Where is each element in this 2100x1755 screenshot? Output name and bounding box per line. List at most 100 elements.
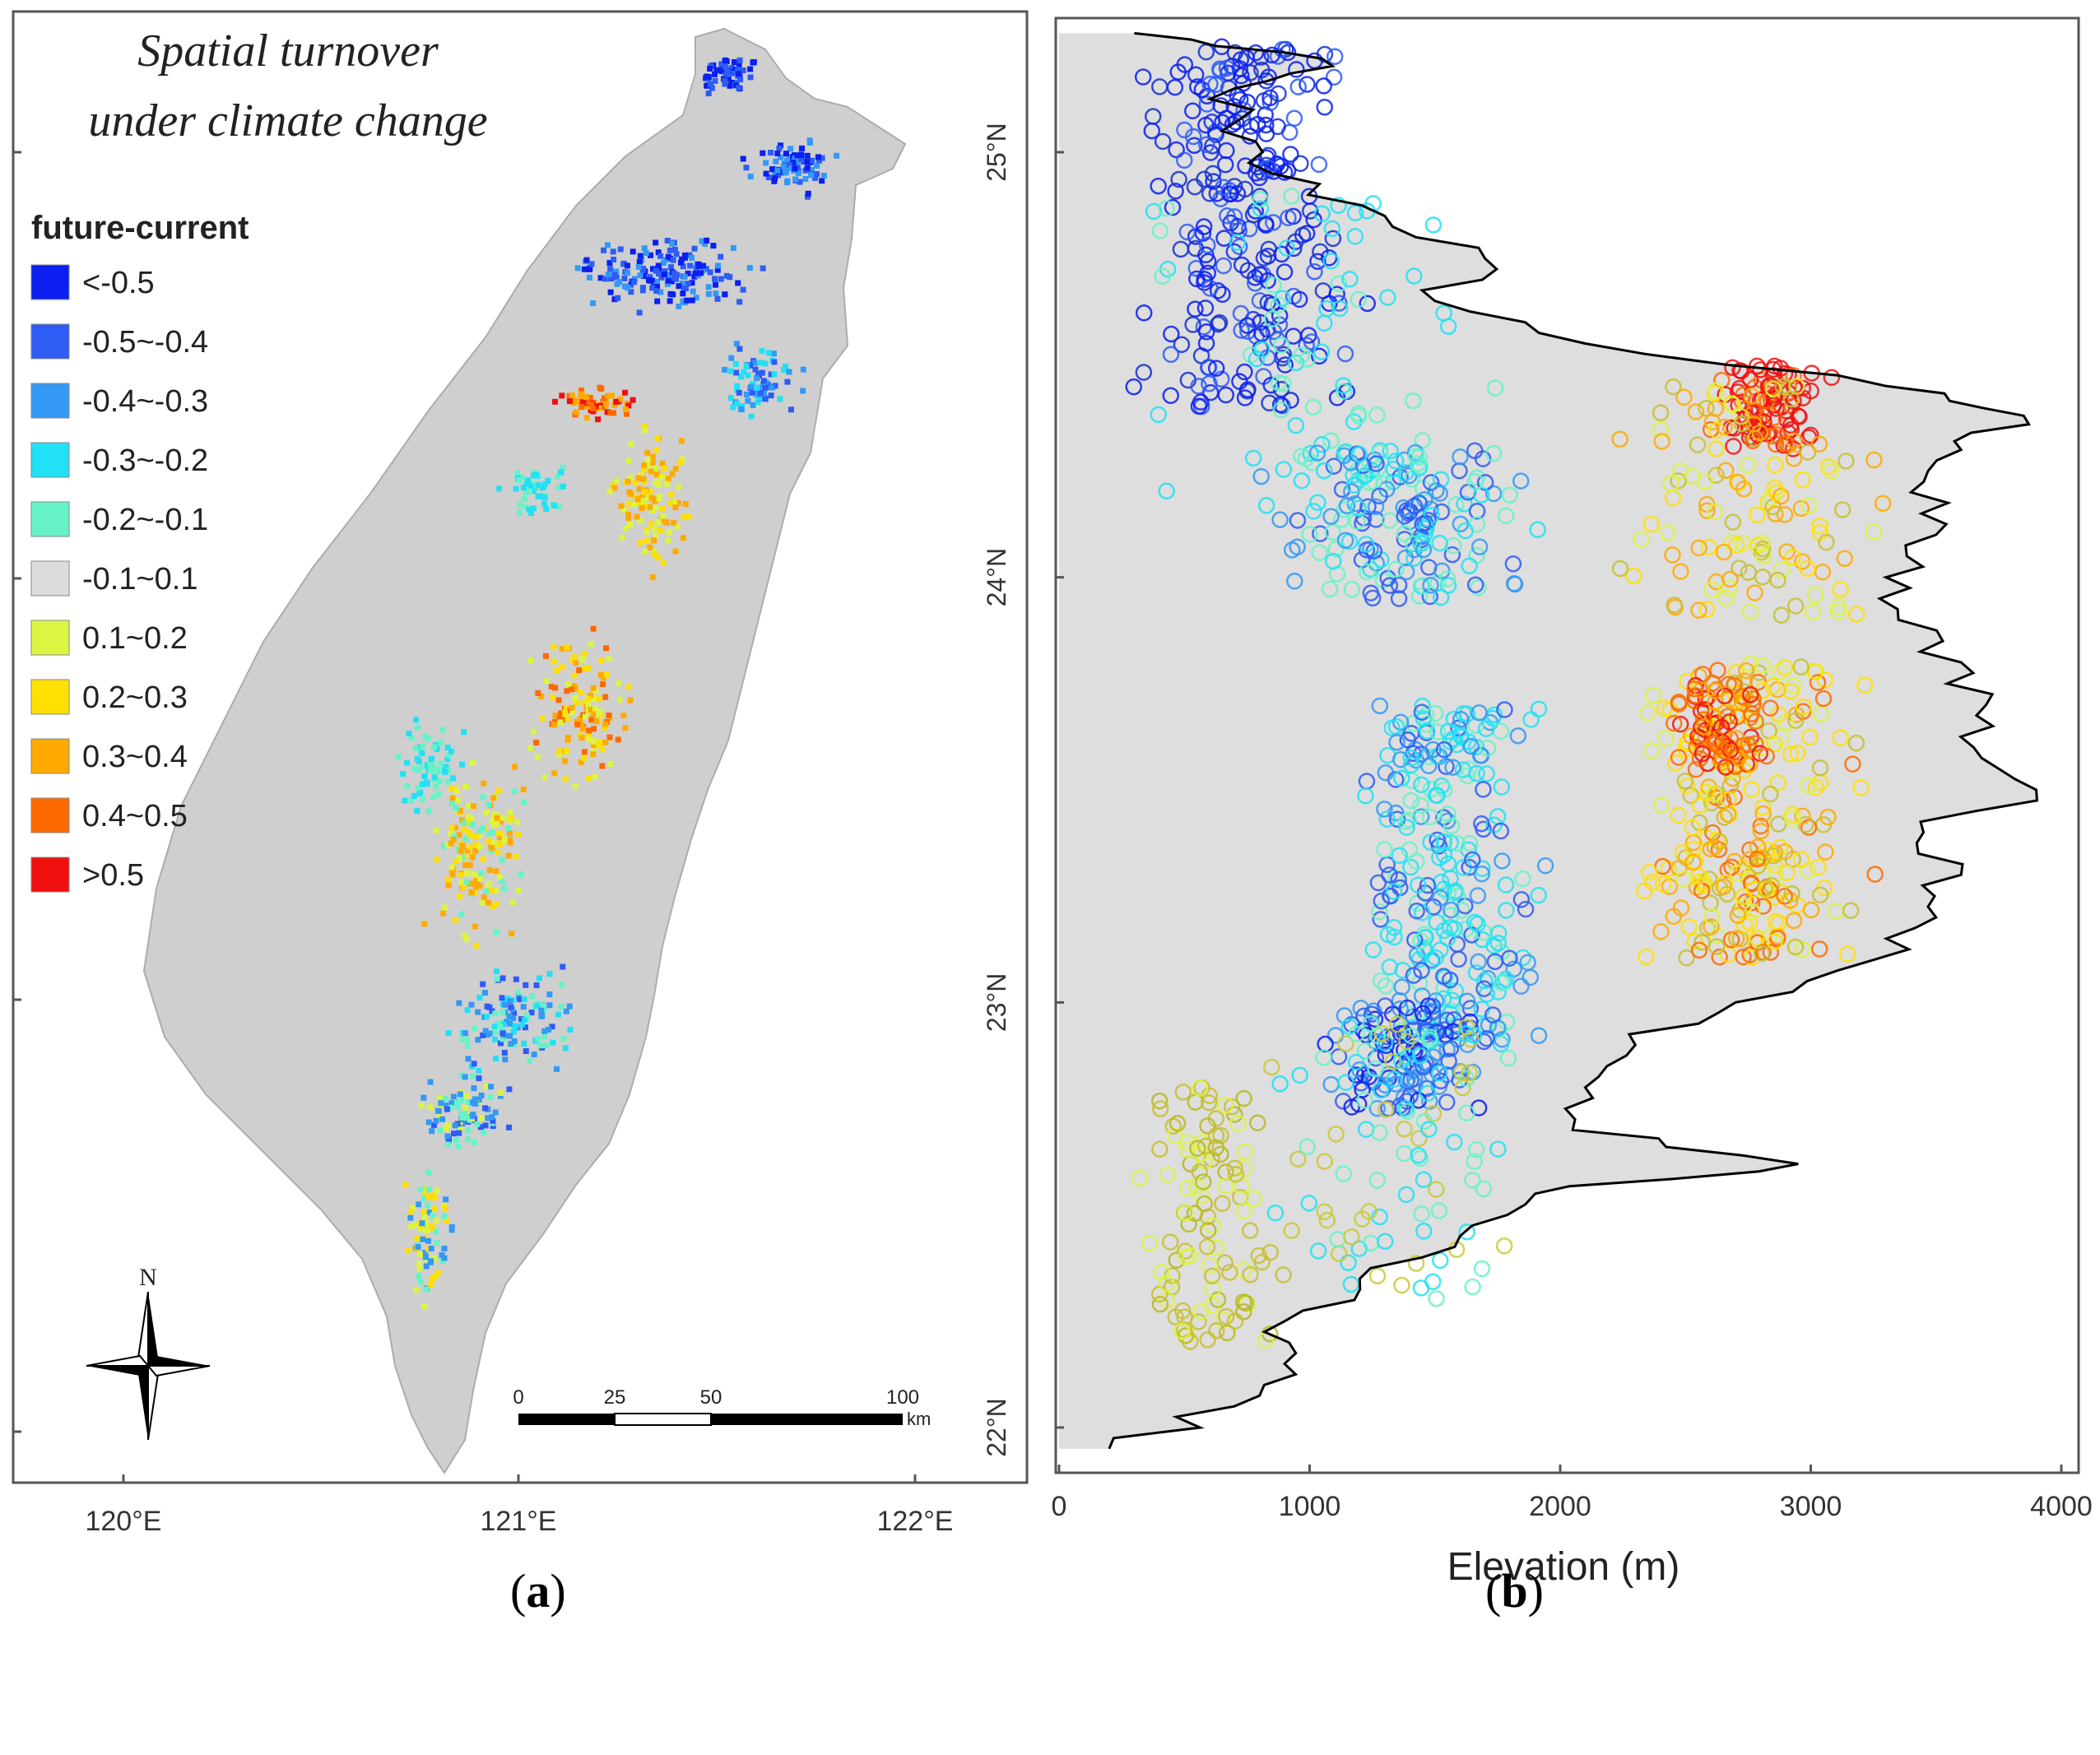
map-dot [773, 158, 779, 165]
map-dot [518, 1021, 525, 1028]
scatter-point [1676, 773, 1694, 790]
map-dot [621, 275, 628, 281]
map-dot [476, 843, 483, 850]
scatter-point [1426, 704, 1444, 722]
map-dot [414, 755, 420, 762]
map-dot [736, 71, 742, 77]
scatter-point [1196, 170, 1213, 188]
map-dot [520, 786, 527, 792]
map-dot [490, 821, 497, 828]
map-dot [590, 405, 597, 411]
map-dot [736, 346, 743, 352]
map-dot [423, 1219, 430, 1226]
map-dot [583, 257, 590, 263]
scatter-point [1410, 587, 1429, 605]
map-dot [423, 1286, 430, 1293]
map-dot [458, 1098, 465, 1104]
map-dot [497, 1089, 504, 1096]
map-dot [743, 391, 750, 397]
map-dot [661, 272, 667, 278]
scatter-point [1345, 413, 1363, 430]
map-dot [787, 154, 793, 160]
scatter-point [1874, 494, 1892, 512]
map-dot [439, 1116, 446, 1122]
scatter-point [1800, 497, 1818, 514]
scatter-point [1696, 472, 1714, 490]
map-dot [635, 499, 642, 505]
scatter-point [1381, 577, 1399, 594]
scatter-point [1396, 525, 1414, 542]
scatter-point [1414, 577, 1432, 594]
map-dot [601, 247, 607, 253]
y-tick-label: 24°N [982, 548, 1011, 607]
map-dot [492, 1028, 499, 1035]
map-dot [670, 257, 676, 263]
legend-label: -0.1~0.1 [82, 562, 198, 597]
map-dot [585, 701, 592, 708]
scatter-point [1754, 540, 1772, 558]
scatter-point [1832, 729, 1849, 746]
map-dot [602, 401, 609, 407]
map-dot [487, 1094, 494, 1101]
scatter-point [1799, 443, 1817, 461]
map-dot [419, 764, 425, 771]
y-tick-label: 22°N [982, 1398, 1011, 1457]
map-dot [654, 278, 661, 285]
scatter-point [1643, 874, 1661, 891]
map-dot [512, 1023, 518, 1029]
map-dot [714, 295, 721, 302]
map-dot [436, 1112, 443, 1119]
scatter-point [1275, 263, 1294, 281]
map-dot [617, 246, 624, 253]
scatter-point [1439, 806, 1457, 823]
map-dot [535, 1036, 541, 1042]
map-dot [647, 544, 653, 550]
map-dot [551, 644, 557, 651]
scatter-point [1459, 767, 1476, 785]
scatter-point [1372, 443, 1389, 461]
scatter-point [1710, 841, 1728, 858]
map-dot [577, 716, 583, 722]
scatter-point [1422, 474, 1440, 491]
scatter-point [1435, 741, 1453, 759]
scatter-point [1201, 185, 1219, 202]
map-dot [771, 359, 778, 365]
map-dot [555, 1011, 561, 1018]
map-dot [533, 739, 540, 745]
scatter-point [1151, 1295, 1169, 1313]
map-dot [804, 152, 811, 159]
scatter-point [1743, 387, 1760, 405]
map-dot [611, 296, 618, 303]
map-dot [491, 1024, 498, 1030]
map-dot [506, 1033, 513, 1039]
scatter-point [1225, 243, 1243, 261]
scatter-point [1501, 949, 1518, 967]
panel-b-chart: 0 1000 2000 3000 4000 25°N24°N23°N22°N Eleva… [982, 16, 2093, 1589]
scatter-point [1814, 563, 1832, 581]
map-dot [756, 394, 763, 401]
scatter-point [1432, 941, 1449, 959]
map-dot [620, 260, 627, 267]
map-dot [560, 963, 566, 970]
map-dot [660, 559, 667, 566]
scatter-point [1308, 444, 1326, 462]
map-dot [523, 1047, 529, 1054]
scatter-point [1741, 603, 1759, 620]
map-dot [433, 1117, 439, 1124]
map-dot [671, 270, 677, 276]
map-dot [537, 493, 544, 499]
map-dot [430, 1275, 436, 1282]
map-dot [735, 67, 741, 73]
map-dot [425, 1194, 432, 1200]
map-dot [653, 283, 660, 290]
map-dot [472, 942, 479, 949]
map-dot [681, 285, 688, 291]
scatter-point [1461, 1064, 1479, 1082]
scatter-point [1390, 871, 1407, 889]
scatter-point [1164, 198, 1182, 216]
scatter-point [1784, 810, 1801, 828]
scatter-point [1727, 930, 1745, 947]
map-dot [463, 1093, 470, 1099]
scatter-point [1384, 1053, 1401, 1070]
scatter-point [1842, 902, 1860, 919]
